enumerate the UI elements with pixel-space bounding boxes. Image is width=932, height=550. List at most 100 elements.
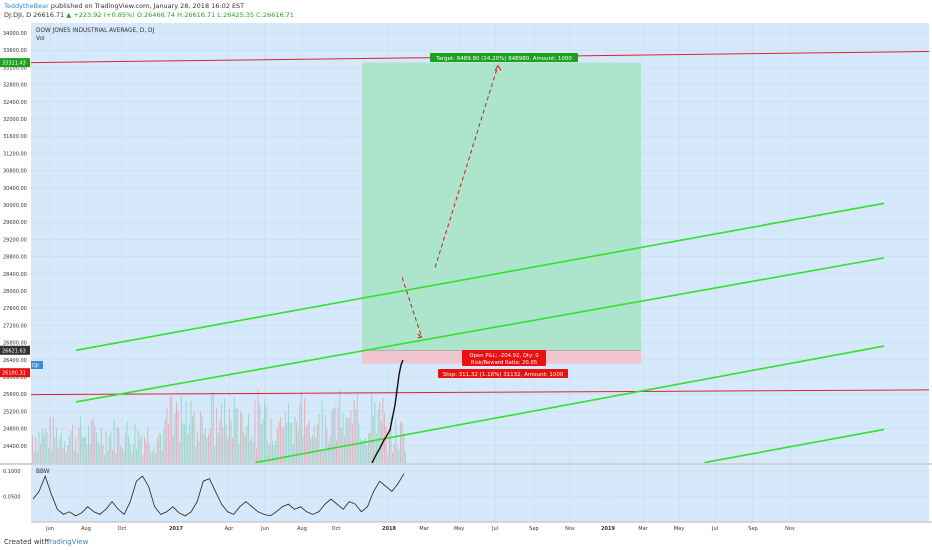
volume-bar bbox=[326, 428, 328, 463]
volume-bar bbox=[206, 437, 208, 463]
volume-bar bbox=[36, 451, 38, 463]
volume-bar bbox=[404, 451, 406, 463]
volume-bar bbox=[187, 433, 189, 463]
volume-bar bbox=[273, 444, 275, 463]
volume-bar bbox=[124, 433, 126, 463]
volume-bar bbox=[318, 413, 320, 463]
author-link[interactable]: TeddytheBear bbox=[4, 2, 49, 10]
volume-bar bbox=[275, 440, 277, 463]
y-tick-label: 24800.00 bbox=[3, 427, 27, 433]
x-tick-label: Aug bbox=[297, 526, 307, 532]
volume-bar bbox=[366, 445, 368, 463]
volume-bar bbox=[305, 426, 307, 463]
volume-bar bbox=[377, 409, 379, 463]
volume-bar bbox=[371, 392, 373, 463]
volume-bar bbox=[67, 445, 69, 463]
volume-bar bbox=[264, 399, 266, 463]
chart-canvas[interactable]: Target: 6489.80 (24.20%) 648980, Amount:… bbox=[0, 22, 932, 534]
x-tick-label: Mar bbox=[638, 526, 648, 532]
volume-bar bbox=[214, 445, 216, 463]
volume-bar bbox=[113, 419, 115, 463]
volume-bar bbox=[182, 422, 184, 463]
volume-bar bbox=[148, 444, 150, 463]
volume-bar bbox=[289, 422, 291, 463]
volume-bar bbox=[52, 416, 54, 463]
x-tick-label: 2019 bbox=[601, 526, 615, 532]
tradingview-link[interactable]: TradingView bbox=[46, 538, 89, 546]
volume-bar bbox=[380, 421, 382, 463]
x-tick-label: Jun bbox=[260, 526, 269, 532]
volume-bar bbox=[313, 425, 315, 463]
volume-bar bbox=[147, 426, 149, 463]
volume-bar bbox=[78, 427, 80, 463]
volume-bar bbox=[302, 436, 304, 463]
volume-bar bbox=[222, 427, 224, 463]
volume-bar bbox=[331, 411, 333, 463]
x-tick-label: May bbox=[674, 526, 684, 532]
volume-bar bbox=[192, 416, 194, 463]
volume-bar bbox=[201, 415, 203, 463]
volume-bar bbox=[400, 421, 402, 463]
volume-bar bbox=[161, 450, 163, 463]
volume-bar bbox=[220, 402, 222, 463]
bbw-series bbox=[32, 473, 405, 517]
target-label-box bbox=[430, 53, 578, 62]
y-tick-label: 28000.00 bbox=[3, 289, 27, 295]
x-tick-label: 2017 bbox=[169, 526, 183, 532]
position-zones[interactable] bbox=[362, 62, 641, 364]
volume-bar bbox=[108, 436, 110, 463]
volume-bar bbox=[46, 432, 48, 463]
volume-bar bbox=[54, 438, 56, 463]
volume-bar bbox=[166, 407, 168, 463]
y-tick-label: 32000.00 bbox=[3, 117, 27, 123]
volume-bar bbox=[137, 430, 139, 463]
y-tick-label: 31600.00 bbox=[3, 134, 27, 140]
volume-bar bbox=[116, 426, 118, 463]
last-price: 26616.71 bbox=[33, 11, 65, 19]
projection-arrow bbox=[401, 64, 502, 339]
volume-bar bbox=[152, 451, 154, 463]
volume-bar bbox=[94, 425, 96, 463]
price-scale[interactable] bbox=[0, 23, 31, 523]
open-pnl-text: Open P&L: -204.92, Qty: 0 bbox=[469, 353, 539, 359]
stop-label: Stop: 311.32 (1.16%) 31132, Amount: 1000 bbox=[438, 369, 568, 378]
volume-bar bbox=[401, 422, 403, 463]
volume-bar bbox=[393, 443, 395, 463]
volume-bar bbox=[158, 433, 160, 463]
symbol-text: DJ:DJI, D bbox=[4, 11, 32, 19]
volume-bar bbox=[259, 404, 261, 463]
green-trend-line bbox=[704, 428, 885, 463]
volume-bar bbox=[96, 432, 98, 463]
volume-bar bbox=[236, 409, 238, 463]
volume-bar bbox=[185, 401, 187, 463]
volume-bar bbox=[265, 406, 267, 463]
drawn-lines[interactable] bbox=[31, 50, 929, 463]
y-tick-label: 27600.00 bbox=[3, 306, 27, 312]
volume-bar bbox=[59, 437, 61, 463]
volume-bar bbox=[345, 416, 347, 463]
volume-bar bbox=[238, 443, 240, 463]
volume-bar bbox=[177, 410, 179, 463]
volume-bar bbox=[86, 444, 88, 463]
volume-bar bbox=[360, 438, 362, 463]
volume-bar bbox=[40, 443, 42, 463]
volume-bar bbox=[83, 437, 85, 463]
volume-bar bbox=[204, 428, 206, 463]
volume-bar bbox=[361, 440, 363, 463]
price-candles bbox=[371, 359, 404, 463]
y-tick-label: 31200.00 bbox=[3, 151, 27, 157]
volume-bar bbox=[153, 447, 155, 463]
volume-bar bbox=[276, 429, 278, 463]
volume-bar bbox=[184, 424, 186, 463]
volume-bar bbox=[398, 449, 400, 463]
target-price-tag-box bbox=[0, 58, 30, 68]
volume-bar bbox=[156, 437, 158, 463]
volume-bar bbox=[128, 435, 130, 463]
volume-bar bbox=[163, 428, 165, 463]
change-text: ▲ +223.92 (+0.85%) bbox=[66, 11, 135, 19]
volume-bar bbox=[321, 400, 323, 463]
rr-text: Risk/Reward Ratio: 20.85 bbox=[471, 360, 537, 366]
volume-bar bbox=[246, 425, 248, 463]
volume-bar bbox=[249, 440, 251, 463]
volume-bar bbox=[278, 421, 280, 463]
